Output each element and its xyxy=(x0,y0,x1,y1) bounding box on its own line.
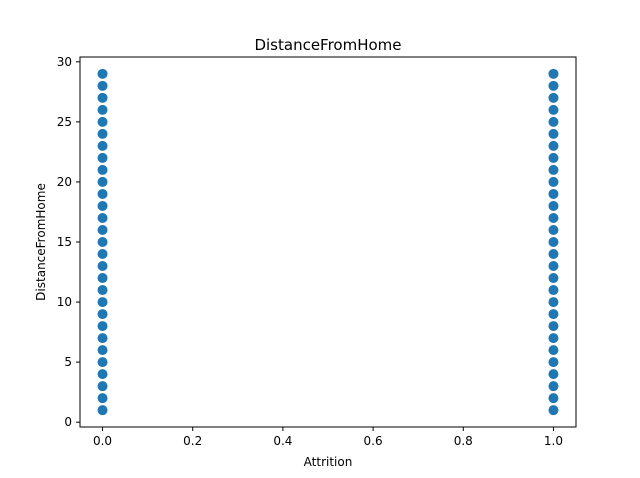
data-point xyxy=(97,261,108,272)
data-point xyxy=(548,176,559,187)
data-point xyxy=(548,104,559,115)
data-point xyxy=(97,285,108,296)
data-point xyxy=(548,212,559,223)
data-point xyxy=(548,393,559,404)
data-point xyxy=(97,309,108,320)
x-tick-label: 0.8 xyxy=(454,434,473,448)
chart-title: DistanceFromHome xyxy=(254,36,401,54)
y-tick-label: 25 xyxy=(57,115,72,129)
data-point xyxy=(97,357,108,368)
data-point xyxy=(548,164,559,175)
data-points xyxy=(97,68,559,416)
data-point xyxy=(97,188,108,199)
data-point xyxy=(97,212,108,223)
data-point xyxy=(97,237,108,247)
plot-frame xyxy=(79,56,577,428)
data-point xyxy=(97,152,108,163)
data-point xyxy=(97,333,108,344)
data-point xyxy=(548,369,559,380)
y-tick-label: 10 xyxy=(57,295,72,309)
x-tick-label: 0.6 xyxy=(364,434,383,448)
data-point xyxy=(548,224,559,235)
y-tick-label: 0 xyxy=(64,415,72,429)
data-point xyxy=(548,345,559,356)
data-point xyxy=(97,164,108,175)
data-point xyxy=(548,381,559,392)
data-point xyxy=(548,357,559,368)
data-point xyxy=(548,321,559,332)
y-axis-ticks: 0 5 10 15 20 25 30 xyxy=(57,55,80,429)
x-tick-label: 1.0 xyxy=(544,434,563,448)
data-point xyxy=(97,80,108,91)
data-point xyxy=(97,92,108,103)
data-point xyxy=(97,273,108,284)
data-point xyxy=(97,297,108,308)
data-point xyxy=(548,261,559,272)
data-point xyxy=(548,92,559,103)
data-point xyxy=(97,116,108,127)
data-point xyxy=(548,405,559,416)
y-tick-label: 15 xyxy=(57,235,72,249)
data-point xyxy=(548,128,559,139)
x-axis-ticks: 0.0 0.2 0.4 0.6 0.8 1.0 xyxy=(93,427,563,448)
data-point xyxy=(548,200,559,211)
data-point xyxy=(97,369,108,380)
data-point xyxy=(548,80,559,91)
data-point xyxy=(97,405,108,416)
data-point xyxy=(97,249,108,260)
data-point xyxy=(97,128,108,139)
data-point xyxy=(97,140,108,151)
data-point xyxy=(548,237,559,247)
data-point xyxy=(97,68,108,79)
data-point xyxy=(548,152,559,163)
data-point xyxy=(548,297,559,308)
data-point xyxy=(97,176,108,187)
x-tick-label: 0.4 xyxy=(273,434,292,448)
data-point xyxy=(548,285,559,296)
x-tick-label: 0.0 xyxy=(93,434,112,448)
data-point xyxy=(548,249,559,260)
data-point xyxy=(548,140,559,151)
data-point xyxy=(97,321,108,332)
data-point xyxy=(97,200,108,211)
data-point xyxy=(548,116,559,127)
y-tick-label: 20 xyxy=(57,175,72,189)
data-point xyxy=(97,224,108,235)
data-point xyxy=(548,68,559,79)
data-point xyxy=(97,345,108,356)
y-axis-label: DistanceFromHome xyxy=(34,183,48,301)
data-point xyxy=(97,393,108,404)
data-point xyxy=(548,333,559,344)
y-tick-label: 5 xyxy=(64,355,72,369)
data-point xyxy=(97,381,108,392)
data-point xyxy=(548,309,559,320)
x-axis-label: Attrition xyxy=(304,455,353,469)
data-point xyxy=(548,273,559,284)
data-point xyxy=(97,104,108,115)
y-tick-label: 30 xyxy=(57,55,72,69)
data-point xyxy=(548,188,559,199)
x-tick-label: 0.2 xyxy=(183,434,202,448)
